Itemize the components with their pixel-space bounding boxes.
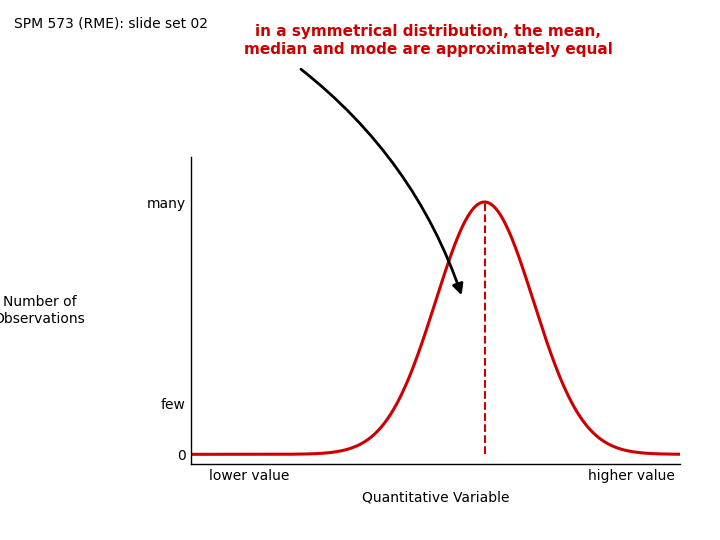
Text: Number of
Observations: Number of Observations: [0, 295, 86, 326]
Text: SPM 573 (RME): slide set 02: SPM 573 (RME): slide set 02: [14, 16, 208, 30]
X-axis label: Quantitative Variable: Quantitative Variable: [362, 490, 509, 504]
Text: in a symmetrical distribution, the mean,
median and mode are approximately equal: in a symmetrical distribution, the mean,…: [244, 24, 613, 57]
